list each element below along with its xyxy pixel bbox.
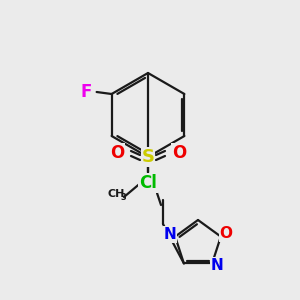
Text: O: O [110,144,124,162]
Text: O: O [172,144,186,162]
Text: N: N [141,175,155,193]
Text: N: N [164,227,176,242]
Text: 3: 3 [120,194,126,202]
Text: S: S [142,148,154,166]
Text: CH: CH [107,189,125,199]
Text: F: F [81,83,92,101]
Text: Cl: Cl [139,174,157,192]
Text: O: O [219,226,232,241]
Text: N: N [211,258,224,273]
